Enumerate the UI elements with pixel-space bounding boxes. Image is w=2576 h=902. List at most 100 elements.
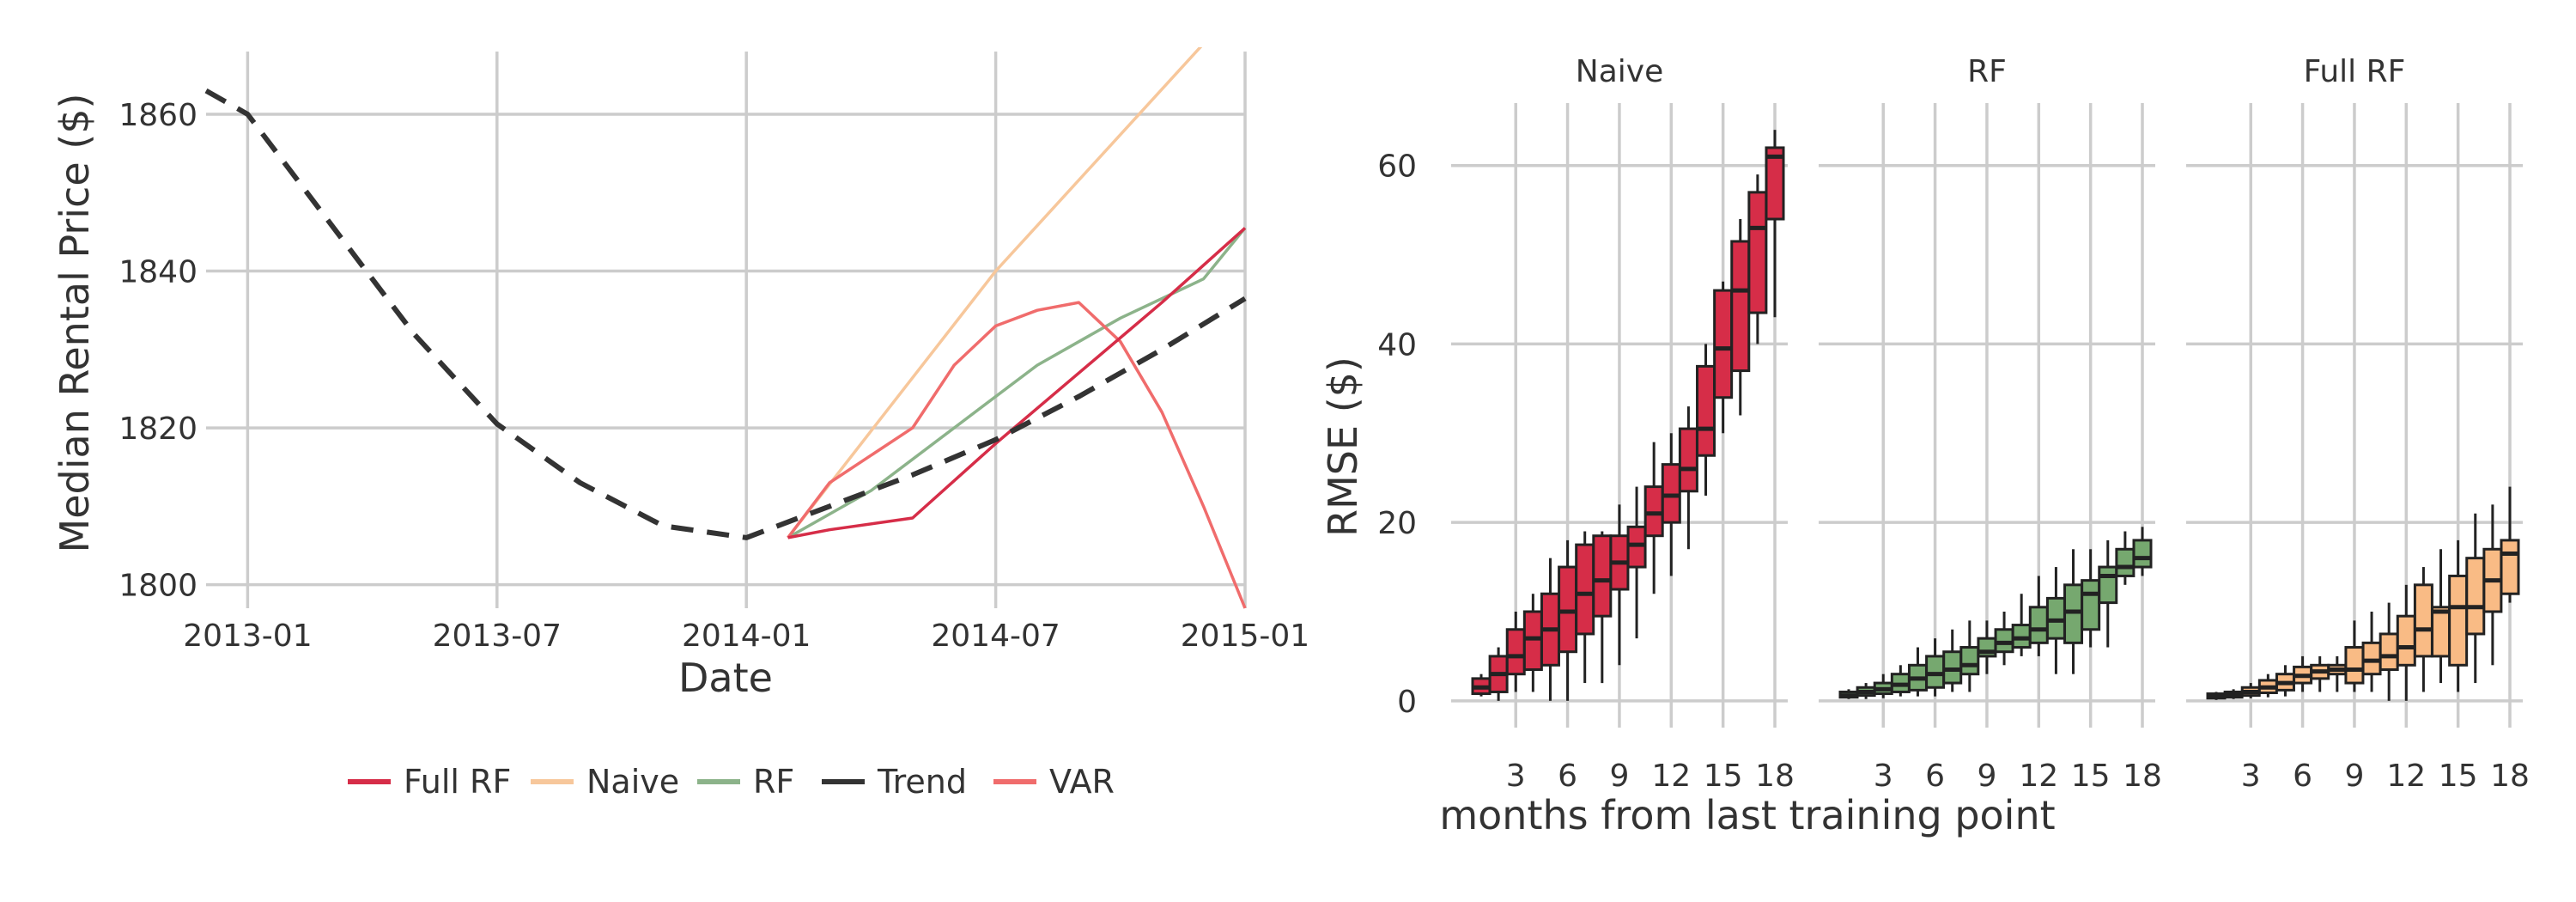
box-body bbox=[2132, 539, 2153, 569]
box bbox=[1609, 504, 1630, 666]
box bbox=[2045, 567, 2066, 674]
box bbox=[2206, 692, 2227, 700]
box-body bbox=[2500, 539, 2520, 595]
box bbox=[2257, 673, 2278, 698]
box-body bbox=[1713, 289, 1734, 399]
x-tick-label: 12 bbox=[2386, 759, 2426, 794]
line-chart-x-ticks: 2013-01 2013-07 2014-01 2014-07 2015-01 bbox=[183, 619, 1309, 654]
box bbox=[1747, 174, 1768, 344]
line-chart-y-ticks: 1800 1820 1840 1860 bbox=[118, 98, 197, 604]
box bbox=[2465, 513, 2486, 684]
box-body bbox=[2465, 557, 2486, 636]
box bbox=[2344, 620, 2365, 692]
box bbox=[1696, 344, 1716, 496]
y-tick-label: 1800 bbox=[118, 569, 197, 604]
box-body bbox=[1643, 485, 1664, 538]
series-line-var bbox=[787, 301, 1247, 609]
x-tick-label: 18 bbox=[1755, 759, 1795, 794]
box-body bbox=[2361, 641, 2382, 676]
box bbox=[2240, 683, 2261, 698]
facet-rf: RF 3 6 9 12 15 18 bbox=[1819, 54, 2162, 794]
box-chart-y-ticks: 0 20 40 60 bbox=[1377, 149, 1417, 720]
x-tick-label: 6 bbox=[2293, 759, 2312, 794]
box bbox=[2413, 567, 2433, 692]
box bbox=[1994, 611, 2014, 666]
y-tick-label: 1860 bbox=[118, 98, 197, 133]
box-body bbox=[2028, 606, 2049, 644]
box bbox=[1643, 442, 1664, 594]
box-body bbox=[2431, 606, 2451, 658]
x-tick-label: 15 bbox=[2071, 759, 2111, 794]
box-chart-x-axis-title: months from last training point bbox=[1439, 792, 2055, 838]
box bbox=[1838, 689, 1859, 699]
x-tick-label: 2014-07 bbox=[931, 619, 1060, 654]
box bbox=[2132, 527, 2153, 576]
box-body bbox=[1994, 628, 2014, 654]
box-body bbox=[2081, 579, 2101, 631]
x-tick-label: 3 bbox=[1506, 759, 1526, 794]
legend-label: RF bbox=[753, 763, 794, 801]
x-tick-label: 9 bbox=[1977, 759, 1996, 794]
box-body bbox=[2011, 624, 2032, 649]
box-body bbox=[1959, 646, 1980, 676]
y-tick-label: 20 bbox=[1377, 506, 1417, 541]
legend: Full RF Naive RF Trend VAR bbox=[348, 763, 1115, 801]
box-body bbox=[2396, 614, 2416, 667]
box bbox=[2063, 549, 2084, 674]
box bbox=[1977, 620, 1997, 674]
box bbox=[2396, 584, 2416, 701]
box bbox=[1575, 531, 1595, 684]
box bbox=[2115, 531, 2136, 585]
box bbox=[1678, 406, 1698, 550]
box bbox=[2448, 539, 2469, 692]
x-tick-label: 9 bbox=[2344, 759, 2364, 794]
box-body bbox=[2379, 632, 2399, 671]
box-body bbox=[1942, 650, 1963, 685]
box bbox=[1942, 629, 1963, 692]
y-tick-label: 1820 bbox=[118, 411, 197, 447]
box-body bbox=[2344, 646, 2365, 685]
series-line-full-rf bbox=[787, 227, 1247, 539]
box-chart-y-axis-title: RMSE ($) bbox=[1320, 357, 1366, 537]
legend-label: VAR bbox=[1049, 763, 1115, 801]
box bbox=[2028, 576, 2049, 656]
box bbox=[2310, 655, 2330, 692]
box-body bbox=[2063, 583, 2084, 644]
box-body bbox=[1575, 543, 1595, 636]
box bbox=[1713, 281, 1734, 434]
legend-label: Trend bbox=[877, 763, 967, 801]
box-body bbox=[1925, 655, 1946, 689]
box-body bbox=[1696, 364, 1716, 457]
x-tick-label: 9 bbox=[1609, 759, 1629, 794]
box bbox=[2081, 549, 2101, 648]
box-body bbox=[1747, 191, 1768, 314]
facet-strip-label: Naive bbox=[1576, 54, 1663, 89]
facet-naive: Naive 3 6 9 12 15 18 bbox=[1451, 54, 1795, 794]
box-body bbox=[1626, 525, 1647, 569]
x-tick-label: 18 bbox=[2490, 759, 2530, 794]
box bbox=[2500, 486, 2520, 603]
legend-label: Naive bbox=[586, 763, 679, 801]
box-body bbox=[2448, 574, 2469, 667]
line-chart-gridlines bbox=[206, 52, 1247, 608]
x-tick-label: 12 bbox=[2019, 759, 2058, 794]
box-body bbox=[2045, 596, 2066, 640]
x-tick-label: 2015-01 bbox=[1181, 619, 1309, 654]
line-chart-series bbox=[204, 47, 1247, 609]
facet-full-rf: Full RF 3 6 9 12 15 18 bbox=[2186, 54, 2530, 794]
box-body bbox=[1765, 146, 1785, 221]
box bbox=[1890, 665, 1911, 697]
series-line-naive bbox=[787, 47, 1203, 539]
y-tick-label: 1840 bbox=[118, 255, 197, 290]
box bbox=[2361, 611, 2382, 692]
box-body bbox=[2413, 583, 2433, 658]
box-body bbox=[2115, 547, 2136, 577]
box-body bbox=[1558, 565, 1578, 654]
box bbox=[1522, 594, 1543, 692]
box-body bbox=[1592, 534, 1613, 618]
x-tick-label: 2013-01 bbox=[183, 619, 312, 654]
x-tick-label: 18 bbox=[2123, 759, 2162, 794]
